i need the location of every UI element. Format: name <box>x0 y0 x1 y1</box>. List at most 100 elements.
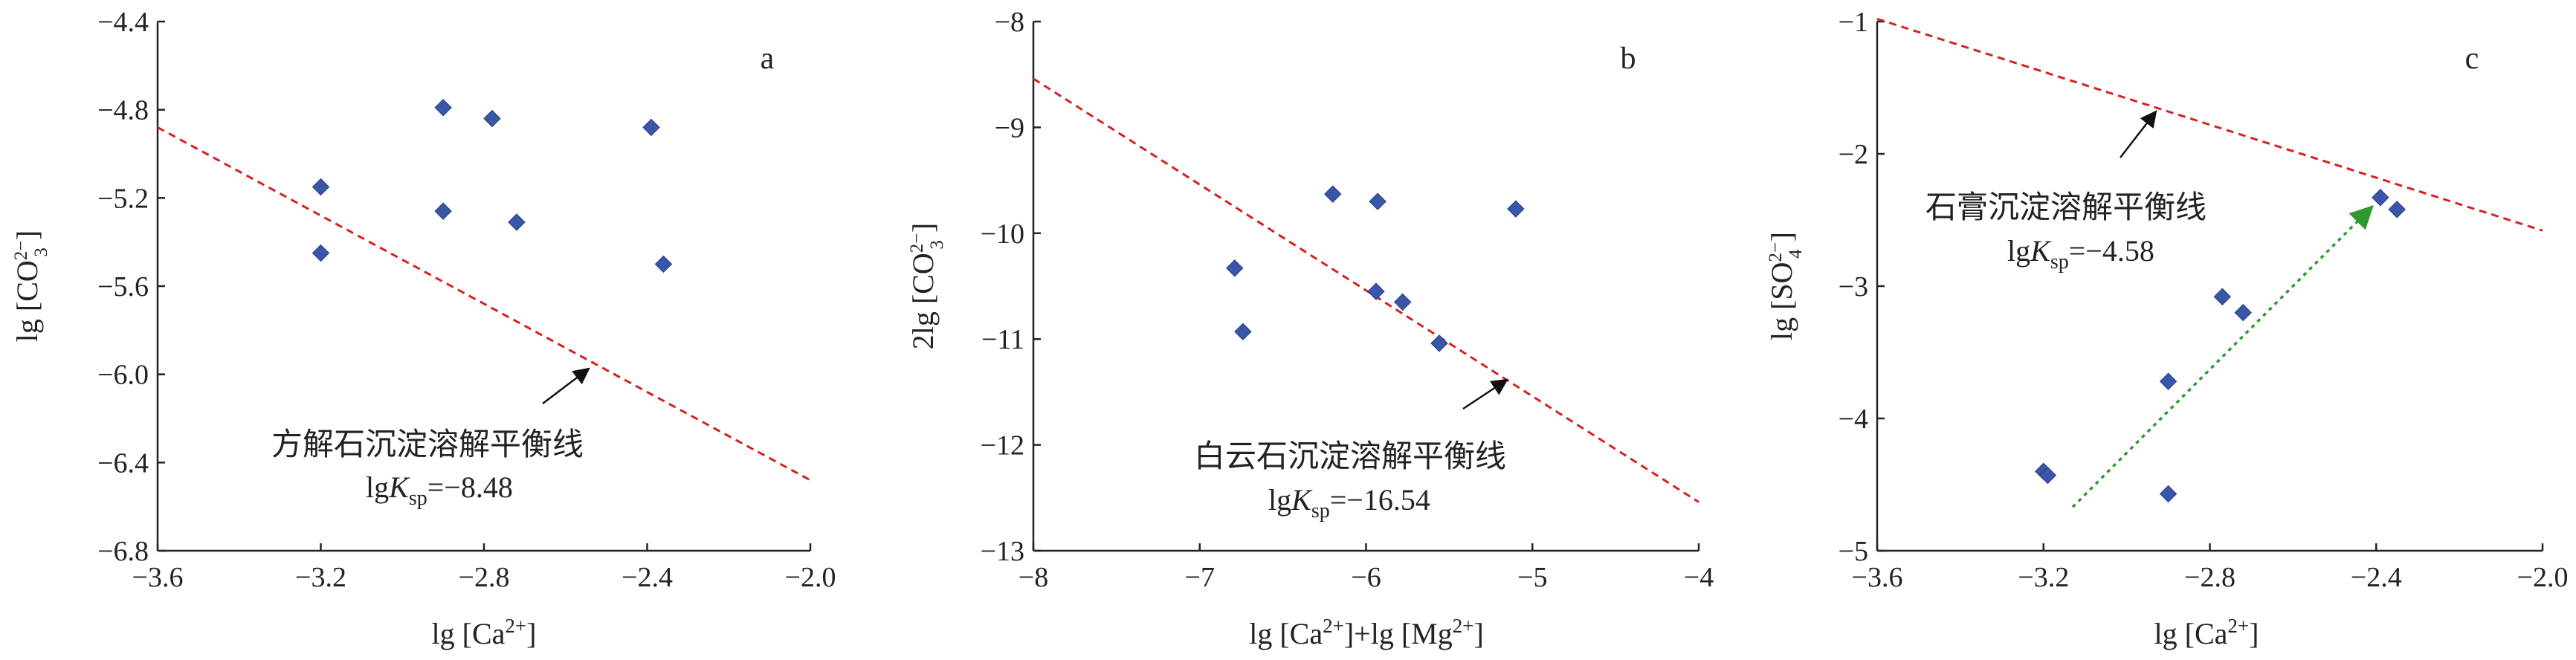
annotation-arrow <box>2120 110 2157 158</box>
x-ticks: −3.6 −3.2 −2.8 −2.4 −2.0 <box>132 543 836 593</box>
y-tick-label: −1 <box>1839 7 1868 38</box>
data-point <box>311 244 330 262</box>
annotation-title: 方解石沉淀溶解平衡线 <box>271 426 584 462</box>
panel-label: a <box>761 42 775 76</box>
annotation-k: lgKsp=−4.58 <box>2007 234 2154 274</box>
y-tick-label: −6.4 <box>97 447 149 479</box>
k-value: =−8.48 <box>427 470 513 504</box>
trend-arrow <box>2071 204 2374 508</box>
x-tick-label: −2.8 <box>2184 562 2236 593</box>
data-point <box>434 202 452 220</box>
data-point <box>1324 185 1342 203</box>
k-prefix: lg <box>1268 483 1291 517</box>
data-point <box>1394 293 1412 311</box>
data-point <box>508 213 526 231</box>
data-point <box>2388 201 2406 219</box>
y-tick-label: −9 <box>995 112 1024 143</box>
y-tick-label: −5.6 <box>97 271 149 302</box>
x-tick-label: −7 <box>1185 562 1215 593</box>
y-tick-label: −6.8 <box>97 536 149 567</box>
panel-label: b <box>1621 42 1636 76</box>
data-points <box>1226 185 1525 352</box>
x-tick-label: −2.8 <box>459 562 510 593</box>
y-tick-label: −4.8 <box>97 95 149 126</box>
data-point <box>2038 466 2057 485</box>
data-point <box>2159 485 2178 503</box>
y-tick-label: −3 <box>1839 271 1868 302</box>
x-tick-label: −2.0 <box>2517 562 2569 593</box>
x-ticks: −3.6 −3.2 −2.8 −2.4 −2.0 <box>1852 543 2569 593</box>
data-point <box>654 255 673 274</box>
x-axis-label: lg [Ca2+] <box>2154 615 2259 650</box>
annotation-title: 石膏沉淀溶解平衡线 <box>1925 189 2207 225</box>
y-ticks: −6.8 −6.4 −6.0 −5.6 −5.2 −4.8 −4.4 <box>97 7 165 567</box>
k-sub: sp <box>409 487 427 510</box>
x-tick-label: −8 <box>1019 562 1048 593</box>
k-value: =−16.54 <box>1330 483 1430 517</box>
k-prefix: lg <box>2007 234 2030 268</box>
y-tick-label: −4.4 <box>97 7 149 38</box>
y-tick-label: −8 <box>995 7 1024 38</box>
data-point <box>1367 282 1385 300</box>
y-ticks: −5 −4 −3 −2 −1 <box>1839 7 1885 567</box>
panel-label: c <box>2465 42 2479 76</box>
data-point <box>2234 303 2252 322</box>
x-tick-label: −2.0 <box>785 562 836 593</box>
x-tick-label: −4 <box>1684 562 1714 593</box>
annotation-arrow <box>1462 378 1508 410</box>
data-point <box>642 118 660 137</box>
data-point <box>434 98 452 117</box>
x-tick-label: −3.2 <box>295 562 346 593</box>
x-tick-label: −2.4 <box>2351 562 2402 593</box>
data-point <box>311 178 330 196</box>
x-tick-label: −6 <box>1351 562 1381 593</box>
x-ticks: −8 −7 −6 −5 −4 <box>1019 543 1714 593</box>
data-point <box>1430 334 1448 352</box>
data-point <box>1234 323 1252 340</box>
data-point <box>1226 259 1244 277</box>
annotation-arrow <box>542 367 590 404</box>
annotation-k: lgKsp=−8.48 <box>366 470 513 510</box>
y-axis-label: lg [CO2−3] <box>10 230 51 342</box>
equilibrium-line <box>1033 77 1699 503</box>
k-prefix: lg <box>366 470 389 504</box>
y-tick-label: −11 <box>981 324 1024 355</box>
data-point <box>1369 192 1387 210</box>
x-axis-label: lg [Ca2+]+lg [Mg2+] <box>1249 615 1484 650</box>
data-point <box>2372 189 2389 207</box>
k-value: =−4.58 <box>2069 234 2154 268</box>
annotation-title: 白云石沉淀溶解平衡线 <box>1194 438 1506 474</box>
x-tick-label: −3.2 <box>2018 562 2069 593</box>
equilibrium-line <box>157 126 811 482</box>
k-sub: sp <box>1311 499 1330 522</box>
data-point <box>2213 288 2231 305</box>
y-tick-label: −5 <box>1839 536 1868 567</box>
k-symbol: K <box>1291 483 1313 517</box>
x-tick-label: −3.6 <box>1852 562 1903 593</box>
k-sub: sp <box>2050 250 2069 274</box>
x-tick-label: −2.4 <box>622 562 673 593</box>
data-points <box>2035 189 2406 503</box>
panel-c: −3.6 −3.2 −2.8 −2.4 −2.0 −5 −4 −3 −2 −1 c 石膏沉淀溶解… <box>1765 7 2568 650</box>
y-axis-label: lg [SO2−4] <box>1765 232 1806 340</box>
y-tick-label: −5.2 <box>97 183 149 214</box>
data-point <box>1507 200 1525 218</box>
annotation-k: lgKsp=−16.54 <box>1268 483 1430 522</box>
y-tick-label: −13 <box>981 536 1024 567</box>
data-point <box>2159 372 2178 390</box>
panel-a: −3.6 −3.2 −2.8 −2.4 −2.0 −6.8 −6.4 −6.0 −5.6 −5.… <box>10 7 836 650</box>
data-point <box>483 109 501 128</box>
y-ticks: −13 −12 −11 −10 −9 −8 <box>981 7 1041 567</box>
x-tick-label: −3.6 <box>132 562 184 593</box>
data-points <box>311 98 673 274</box>
equilibrium-line <box>1876 18 2543 232</box>
y-tick-label: −12 <box>981 430 1024 462</box>
y-tick-label: −6.0 <box>97 360 149 391</box>
y-axis-label: 2lg [CO2−3] <box>906 223 947 349</box>
x-tick-label: −5 <box>1517 562 1547 593</box>
y-tick-label: −4 <box>1839 404 1868 435</box>
y-tick-label: −2 <box>1839 139 1868 170</box>
panel-b: −8 −7 −6 −5 −4 −13 −12 −11 −10 −9 −8 b 白云石沉淀溶解平衡线… <box>906 7 1714 650</box>
x-axis-label: lg [Ca2+] <box>432 615 537 650</box>
